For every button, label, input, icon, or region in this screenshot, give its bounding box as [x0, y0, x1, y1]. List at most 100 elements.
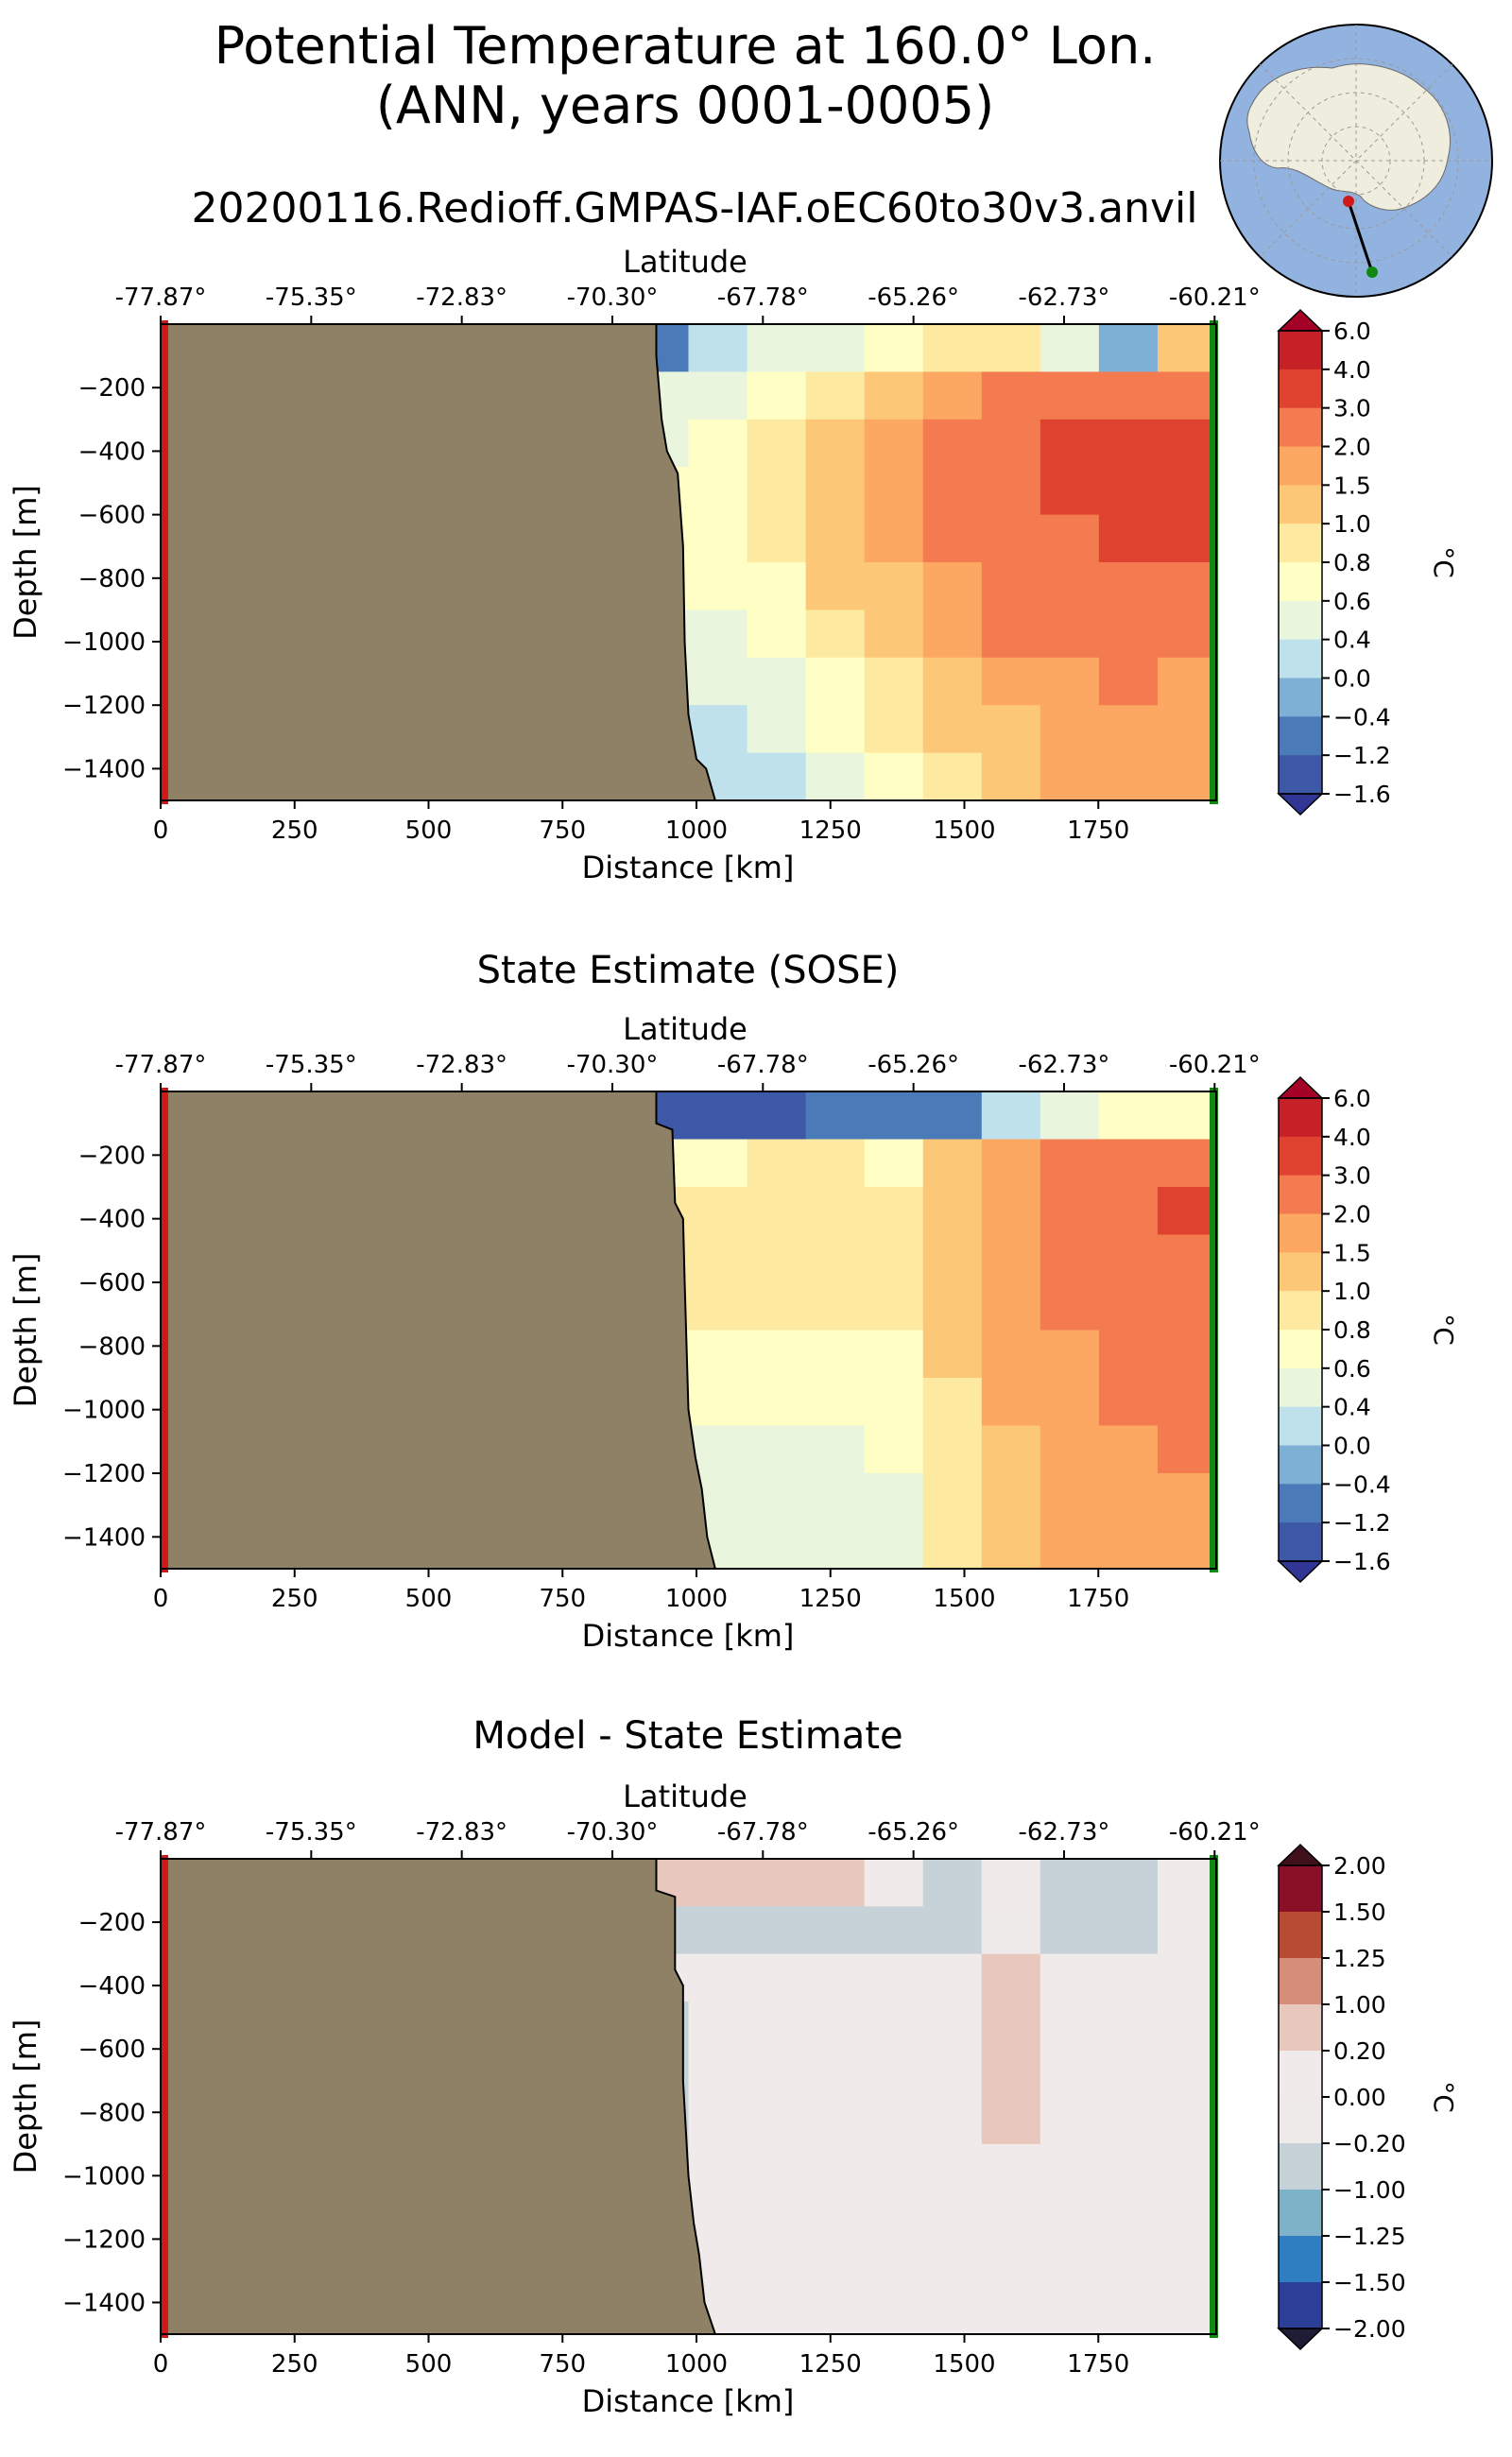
field-cell [1157, 514, 1216, 563]
field-cell [747, 705, 807, 754]
field-cell [805, 1953, 866, 2002]
field-cell [864, 419, 924, 468]
x-tick-label: 1250 [799, 1585, 862, 1613]
field-cell [981, 2191, 1041, 2240]
section-end-line [1210, 1855, 1218, 2338]
field-cell [981, 371, 1041, 421]
latitude-tick-label: -70.30° [567, 284, 659, 312]
field-cell [1040, 562, 1100, 610]
latitude-tick-label: -75.35° [266, 284, 357, 312]
colorbar-band [1279, 755, 1322, 795]
colorbar-band [1279, 485, 1322, 524]
field-cell [1098, 752, 1159, 800]
colorbar-band [1279, 2004, 1322, 2052]
x-tick-label: 1000 [665, 816, 728, 845]
field-cell [922, 2001, 983, 2050]
y-axis-label: Depth [m] [8, 1253, 43, 1408]
field-cell [1157, 371, 1216, 421]
field-cell [688, 1091, 748, 1141]
field-cell [1157, 2239, 1216, 2288]
field-cell [981, 705, 1041, 754]
field-cell [1040, 752, 1100, 800]
field-cell [1040, 1330, 1100, 1379]
field-cell [688, 610, 748, 659]
colorbar-band [1279, 331, 1322, 370]
colorbar-tick-label: −1.6 [1333, 781, 1391, 808]
y-tick-label: −1400 [62, 755, 146, 783]
field-cell [922, 1859, 983, 1907]
field-cell [1098, 2049, 1159, 2098]
colorbar-tick-label: 0.8 [1333, 549, 1371, 576]
x-axis-label: Distance [km] [582, 2383, 795, 2419]
field-cell [1098, 467, 1159, 516]
x-tick-label: 1250 [799, 816, 862, 845]
map-antarctica [1246, 63, 1451, 211]
colorbar-tick-label: 1.0 [1333, 510, 1371, 538]
field-cell [922, 1378, 983, 1427]
field-cell [688, 657, 748, 706]
field-cell [864, 371, 924, 421]
field-cell [805, 324, 866, 372]
field-cell [981, 1139, 1041, 1188]
field-cell [1040, 2001, 1100, 2050]
x-tick-label: 750 [539, 816, 586, 845]
field-cell [1098, 1091, 1159, 1141]
latitude-tick-label: -77.87° [115, 284, 207, 312]
colorbar-tick-label: 0.4 [1333, 1394, 1371, 1421]
field-cell [747, 1906, 807, 1955]
latitude-axis-label: Latitude [623, 244, 747, 280]
field-cell [1157, 657, 1216, 706]
latitude-axis-label: Latitude [623, 1011, 747, 1047]
field-cell [805, 1282, 866, 1332]
x-tick-label: 1500 [933, 2350, 995, 2379]
x-tick-label: 1250 [799, 2350, 862, 2379]
field-cell [1040, 1234, 1100, 1283]
y-tick-label: −400 [78, 438, 146, 466]
field-cell [688, 562, 748, 610]
field-cell [1040, 467, 1100, 516]
field-cell [747, 1378, 807, 1427]
field-cell [1040, 2191, 1100, 2240]
colorbar-tick-label: −0.4 [1333, 703, 1391, 730]
field-cell [805, 2143, 866, 2192]
y-tick-label: −800 [78, 565, 146, 593]
colorbar-band [1279, 1865, 1322, 1913]
land-mask [161, 1091, 715, 1569]
field-cell [805, 1521, 866, 1569]
colorbar-band [1279, 1330, 1322, 1369]
y-tick-label: −1000 [62, 1397, 146, 1425]
land-mask [161, 1859, 715, 2334]
colorbar-band [1279, 639, 1322, 679]
field-cell [747, 1521, 807, 1569]
field-cell [1157, 1953, 1216, 2002]
colorbar-band [1279, 1098, 1322, 1138]
field-cell [805, 562, 866, 610]
colorbar-band [1279, 1291, 1322, 1331]
field-cell [805, 2286, 866, 2334]
field-cell [805, 2096, 866, 2145]
field-cell [864, 1906, 924, 1955]
field-cell [922, 1906, 983, 1955]
field-cell [1098, 1953, 1159, 2002]
land-mask [161, 324, 715, 800]
land-outline [655, 324, 716, 801]
field-cell [1157, 2096, 1216, 2145]
field-cell [747, 1473, 807, 1522]
field-cell [747, 1234, 807, 1283]
field-cell [981, 1187, 1041, 1236]
colorbar-band [1279, 1252, 1322, 1292]
field-cell [864, 1378, 924, 1427]
colorbar-tick-label: 4.0 [1333, 1124, 1371, 1151]
colorbar-band [1279, 2097, 1322, 2144]
field-cell [1157, 1091, 1216, 1141]
latitude-tick-label: -70.30° [567, 1818, 659, 1847]
field-cell [1157, 1906, 1216, 1955]
colorbar-band [1279, 716, 1322, 756]
field-cell [922, 2049, 983, 2098]
latitude-tick-label: -65.26° [868, 1818, 959, 1847]
field-cell [981, 2096, 1041, 2145]
field-cell [1040, 371, 1100, 421]
field-cell [747, 1425, 807, 1474]
field-cell [922, 2239, 983, 2288]
x-tick-label: 1000 [665, 1585, 728, 1613]
